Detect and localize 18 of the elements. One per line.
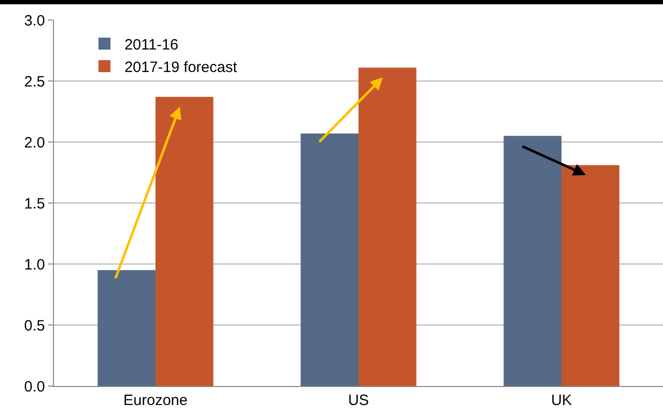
y-tick-label: 1.0 [24,256,45,274]
y-tick-label: 2.0 [24,134,45,152]
bar [300,133,358,386]
x-tick-label: US [348,392,369,409]
y-tick-label: 0.0 [24,378,45,396]
legend-label: 2011-16 [124,36,178,54]
bar [504,136,562,386]
x-tick-label: UK [551,392,572,409]
y-tick-label: 2.5 [24,73,45,90]
y-tick-label: 3.0 [24,12,45,30]
bar [358,68,416,386]
y-tick-label: 1.5 [24,195,45,212]
legend-label: 2017-19 forecast [124,58,238,76]
bar [562,165,620,386]
bar [98,270,156,386]
y-tick-label: 0.5 [24,317,45,334]
x-tick-label: Eurozone [123,392,188,409]
bar [156,96,214,386]
